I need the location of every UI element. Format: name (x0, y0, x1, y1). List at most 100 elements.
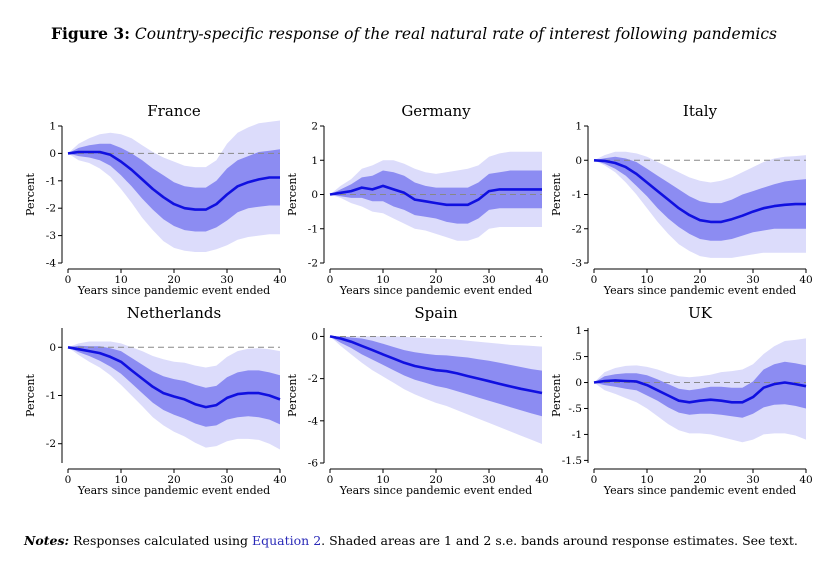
notes-label: Notes: (24, 533, 70, 548)
notes: Notes: Responses calculated using Equati… (24, 533, 798, 548)
x-tick-label: 0 (591, 474, 598, 486)
y-tick-label: -2 (46, 438, 56, 450)
y-tick-label: -3 (46, 230, 56, 242)
x-tick-label: 30 (746, 274, 759, 286)
chart-netherlands: -2 -1 0 0 10 20 30 40 Netherlands Years since pan… (24, 304, 287, 497)
x-tick-label: 30 (220, 474, 233, 486)
y-tick-label: -1 (46, 175, 56, 187)
x-tick-label: 30 (482, 274, 495, 286)
band-1se (594, 361, 806, 418)
band-1se (68, 143, 280, 232)
band-1se (68, 345, 280, 427)
y-axis-label: Percent (24, 172, 37, 215)
x-tick-label: 10 (114, 274, 127, 286)
band-1se (594, 156, 806, 241)
y-tick-label: -1.5 (562, 455, 582, 467)
chart-title: Germany (401, 102, 471, 120)
x-tick-label: 30 (482, 474, 495, 486)
x-tick-label: 20 (693, 274, 706, 286)
y-tick-label: -6 (308, 458, 319, 470)
y-tick-label: -1 (572, 429, 582, 441)
x-tick-label: 0 (65, 274, 72, 286)
y-tick-label: -2 (46, 203, 56, 215)
x-tick-label: 20 (429, 274, 442, 286)
x-tick-label: 10 (114, 474, 127, 486)
y-axis-label: Percent (24, 373, 37, 416)
x-tick-label: 20 (693, 474, 706, 486)
x-tick-label: 10 (640, 274, 653, 286)
y-tick-label: 1 (575, 325, 582, 337)
y-tick-label: 2 (311, 121, 318, 133)
x-tick-label: 40 (799, 274, 812, 286)
x-axis-label: Years since pandemic event ended (603, 484, 796, 497)
y-axis-label: Percent (286, 172, 299, 215)
y-tick-label: 0 (575, 155, 582, 167)
y-axis-label: Percent (286, 373, 299, 416)
notes-text-after: . Shaded areas are 1 and 2 s.e. bands ar… (321, 533, 798, 548)
x-tick-label: 0 (327, 274, 334, 286)
x-tick-label: 40 (273, 274, 286, 286)
band-1se (330, 170, 542, 224)
x-axis-label: Years since pandemic event ended (77, 484, 270, 497)
x-tick-label: 40 (535, 474, 548, 486)
x-tick-label: 30 (220, 274, 233, 286)
chart-title: Italy (683, 102, 718, 120)
x-tick-label: 20 (167, 474, 180, 486)
x-tick-label: 10 (376, 274, 389, 286)
chart-title: Netherlands (127, 304, 221, 322)
response-line (67, 346, 281, 409)
notes-text-before: Responses calculated using (73, 533, 249, 548)
y-tick-label: 1 (311, 155, 318, 167)
x-axis-label: Years since pandemic event ended (77, 284, 270, 297)
y-tick-label: -3 (572, 258, 582, 270)
y-tick-label: -2 (572, 223, 582, 235)
figure-title: Figure 3: Country-specific response of t… (0, 24, 828, 43)
y-tick-label: 1 (575, 121, 582, 133)
response-line (593, 159, 806, 224)
y-tick-label: -.5 (568, 403, 582, 415)
band-1se (330, 336, 542, 417)
y-tick-label: 0 (49, 148, 56, 160)
x-tick-label: 20 (167, 274, 180, 286)
figure-caption: Country-specific response of the real na… (134, 25, 778, 43)
y-tick-label: 0 (311, 331, 318, 343)
response-line (593, 379, 807, 404)
y-tick-label: 0 (311, 189, 318, 201)
y-tick-label: -1 (46, 390, 56, 402)
x-tick-label: 0 (591, 274, 598, 286)
x-tick-label: 40 (273, 474, 286, 486)
x-tick-label: 20 (429, 474, 442, 486)
x-tick-label: 0 (327, 474, 334, 486)
chart-title: Spain (414, 304, 458, 322)
figure-label: Figure 3: (50, 24, 130, 43)
x-tick-label: 30 (746, 474, 759, 486)
y-tick-label: 1 (49, 121, 56, 133)
response-line (67, 150, 280, 211)
x-axis-label: Years since pandemic event ended (339, 284, 532, 297)
response-line (329, 335, 543, 395)
y-tick-label: -4 (308, 415, 319, 427)
y-axis-label: Percent (550, 172, 563, 215)
x-tick-label: 40 (799, 474, 812, 486)
chart-title: France (147, 102, 201, 120)
y-tick-label: 0 (49, 342, 56, 354)
equation-link[interactable]: Equation 2 (252, 533, 322, 548)
chart-spain: -6 -4 -2 0 0 10 20 30 40 Spain Years since pandemi… (286, 304, 549, 497)
y-tick-label: .5 (572, 351, 582, 363)
x-axis-label: Years since pandemic event ended (603, 284, 796, 297)
x-axis-label: Years since pandemic event ended (339, 484, 532, 497)
x-tick-label: 40 (535, 274, 548, 286)
y-tick-label: -1 (572, 189, 582, 201)
y-tick-label: 0 (575, 377, 582, 389)
y-tick-label: -2 (308, 258, 318, 270)
y-tick-label: -4 (46, 258, 57, 270)
x-tick-label: 0 (65, 474, 72, 486)
response-line (329, 184, 542, 207)
chart-title: UK (688, 304, 713, 322)
x-tick-label: 10 (640, 474, 653, 486)
x-tick-label: 10 (376, 474, 389, 486)
